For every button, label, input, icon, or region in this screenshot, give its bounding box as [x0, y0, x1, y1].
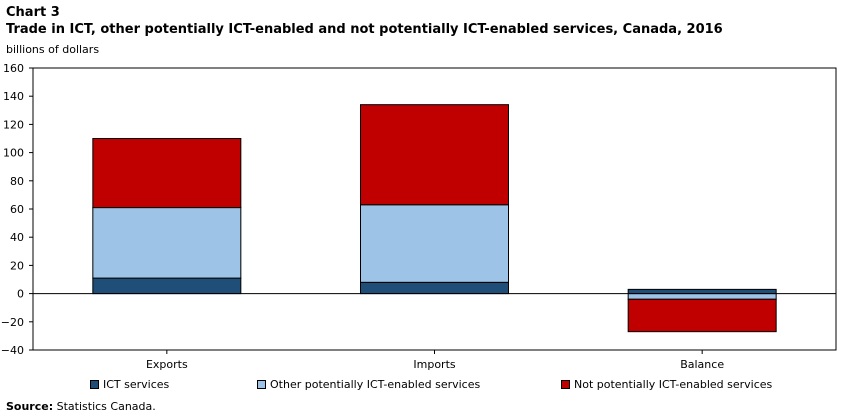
chart-title: Trade in ICT, other potentially ICT-enab…: [6, 22, 723, 37]
x-tick-label: Imports: [413, 358, 456, 371]
legend-item: ICT services: [90, 378, 169, 391]
bar-segment: [627, 298, 777, 333]
legend-item: Not potentially ICT-enabled services: [561, 378, 772, 391]
bar-segment: [360, 204, 509, 283]
legend-label: Not potentially ICT-enabled services: [574, 378, 773, 391]
bar-segment: [360, 104, 509, 206]
chart-label: Chart 3: [6, 5, 60, 20]
bar-segment: [92, 207, 242, 279]
bar-segment: [627, 293, 777, 300]
y-tick-label: −20: [1, 316, 24, 329]
y-tick-label: −40: [1, 344, 24, 357]
y-tick-label: 40: [10, 231, 24, 244]
source-label: Source:: [6, 400, 54, 413]
y-tick-label: 80: [10, 175, 24, 188]
legend-swatch: [561, 380, 570, 389]
y-tick-label: 100: [3, 147, 24, 160]
y-tick-label: 60: [10, 203, 24, 216]
legend-swatch: [90, 380, 99, 389]
y-tick-label: 0: [17, 288, 24, 301]
bar-segment: [92, 277, 242, 295]
legend-item: Other potentially ICT-enabled services: [257, 378, 480, 391]
x-tick-label: Balance: [680, 358, 724, 371]
legend: ICT services Other potentially ICT-enable…: [0, 378, 850, 396]
legend-label: ICT services: [103, 378, 170, 391]
source-text: Statistics Canada.: [53, 400, 156, 413]
y-axis-unit-label: billions of dollars: [6, 43, 100, 56]
legend-label: Other potentially ICT-enabled services: [270, 378, 481, 391]
source-note: Source: Statistics Canada.: [6, 400, 156, 413]
bar-segment: [92, 138, 242, 209]
bar-segment: [627, 288, 777, 295]
y-tick-label: 120: [3, 118, 24, 131]
y-tick-label: 140: [3, 90, 24, 103]
bar-segment: [360, 281, 509, 295]
legend-swatch: [257, 380, 266, 389]
y-tick-label: 160: [3, 62, 24, 75]
x-tick-label: Exports: [146, 358, 188, 371]
y-tick-label: 20: [10, 259, 24, 272]
